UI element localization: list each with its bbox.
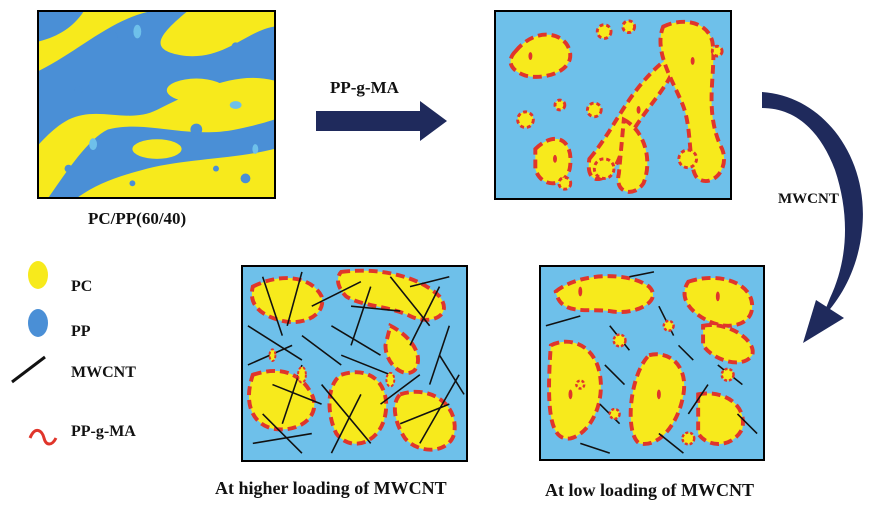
- initial-blend-caption: PC/PP(60/40): [88, 209, 187, 228]
- low-loading-morphology-graphic: [541, 267, 763, 459]
- arrow-right-icon: [316, 101, 447, 141]
- panel-high-mwcnt-loading: [241, 265, 468, 462]
- filler-arrow-label: MWCNT: [778, 191, 839, 207]
- curved-arrow-head-icon: [803, 300, 844, 343]
- pp-legend-icon: [28, 309, 48, 337]
- ppgma-legend-icon: [28, 429, 58, 446]
- curved-arrow-icon: [762, 92, 863, 318]
- legend-pc-label: PC: [71, 278, 93, 295]
- legend-mwcnt-label: MWCNT: [71, 364, 136, 381]
- panel-pc-pp-blend: [37, 10, 276, 199]
- panel-compatibilized-blend: [494, 10, 732, 200]
- pc-legend-icon: [28, 261, 48, 289]
- high-loading-morphology-graphic: [243, 267, 466, 460]
- blend-morphology-graphic: [39, 12, 274, 197]
- mwcnt-legend-icon: [11, 355, 46, 384]
- compatibilizer-arrow-label: PP-g-MA: [330, 78, 399, 97]
- panel-low-mwcnt-loading: [539, 265, 765, 461]
- compatibilized-morphology-graphic: [496, 12, 730, 198]
- legend-ppgma-label: PP-g-MA: [71, 423, 136, 440]
- high-loading-caption: At higher loading of MWCNT: [215, 478, 447, 498]
- low-loading-caption: At low loading of MWCNT: [545, 480, 755, 500]
- legend-pp-label: PP: [71, 323, 91, 340]
